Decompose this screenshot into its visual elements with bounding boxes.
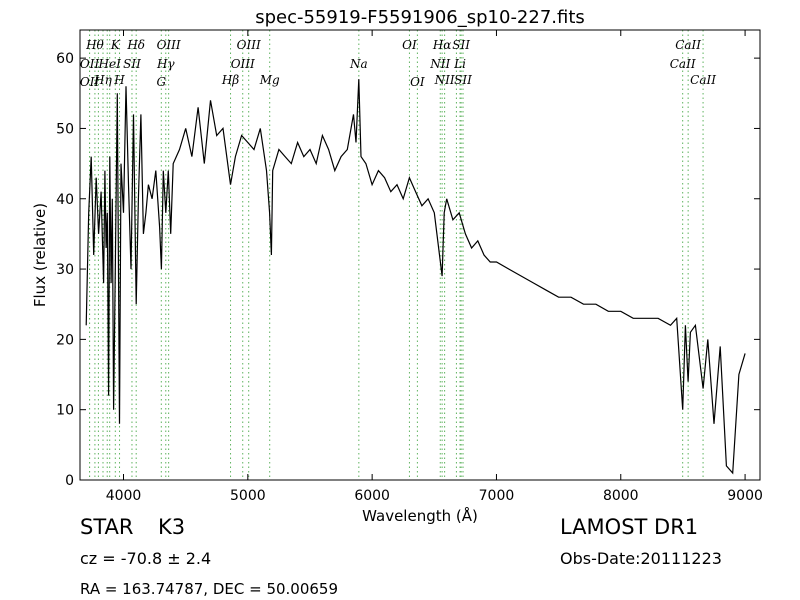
x-tick-label: 5000 [230,488,266,504]
spectral-line-label: OI [402,38,417,52]
y-tick-label: 0 [65,473,74,489]
spectral-line-label: OIII [157,38,181,52]
x-tick-label: 6000 [354,488,390,504]
spectral-line-label: OIII [237,38,261,52]
spectrum-series-line [85,79,746,475]
spectral-line-label: SII [123,57,141,71]
chart-title: spec-55919-F5591906_sp10-227.fits [255,7,585,28]
y-tick-label: 30 [56,262,74,278]
y-axis-ticks: 0 10 20 30 40 50 60 [56,51,760,489]
spectral-line-label: Hη [93,73,112,87]
spectral-line-label: OII [80,57,100,71]
spectral-line-label: NII [429,57,450,71]
spectral-line-label: H [113,73,125,87]
spectral-line-markers [89,30,704,480]
spectral-line-label: Hθ [85,38,104,52]
spectral-line-label: OI [410,75,425,89]
spectral-line-label: Hα [432,38,452,52]
y-tick-label: 20 [56,332,74,348]
spectral-line-label: CaII [670,57,696,71]
observation-date: Obs-Date:20111223 [560,549,722,568]
spectral-line-label: OII [80,75,100,89]
y-axis-label: Flux (relative) [31,203,49,307]
spectral-line-label: Hδ [126,38,145,52]
object-subclass: K3 [158,515,186,539]
spectral-line-label: Mg [259,73,280,87]
spectral-line-label: NII [434,73,455,87]
y-tick-label: 50 [56,121,74,137]
y-tick-label: 10 [56,403,74,419]
spectral-line-label: K [110,38,121,52]
x-tick-label: 9000 [727,488,763,504]
x-tick-label: 7000 [479,488,515,504]
spectral-line-label: G [157,75,167,89]
spectral-line-label: HeI [98,57,122,71]
plot-frame [79,29,761,481]
object-class: STAR [80,515,134,539]
x-tick-label: 8000 [603,488,639,504]
spectral-line-label: Hβ [221,73,239,87]
spectral-line-label: SII [452,38,470,52]
x-tick-label: 4000 [106,488,142,504]
spectral-line-labels: OII OII Hθ Hη HeI K H SII Hδ G Hγ OIII Hβ OIII OIII Mg N… [80,38,716,89]
spectral-line-label: Na [349,57,368,71]
spectral-line-label: Hγ [156,57,175,71]
spectral-line-label: Li [453,57,466,71]
spectral-line-label: CaII [675,38,701,52]
spectral-line-label: OIII [231,57,255,71]
x-axis-ticks: 4000 5000 6000 7000 8000 9000 [106,30,763,504]
redshift-cz: cz = -70.8 ± 2.4 [80,549,212,568]
x-axis-label: Wavelength (Å) [362,506,478,525]
survey-name: LAMOST DR1 [560,515,699,539]
ra-dec-coordinates: RA = 163.74787, DEC = 50.00659 [80,580,339,598]
y-tick-label: 60 [56,51,74,67]
spectral-line-label: CaII [690,73,716,87]
spectral-line-label: SII [454,73,472,87]
y-tick-label: 40 [56,192,74,208]
